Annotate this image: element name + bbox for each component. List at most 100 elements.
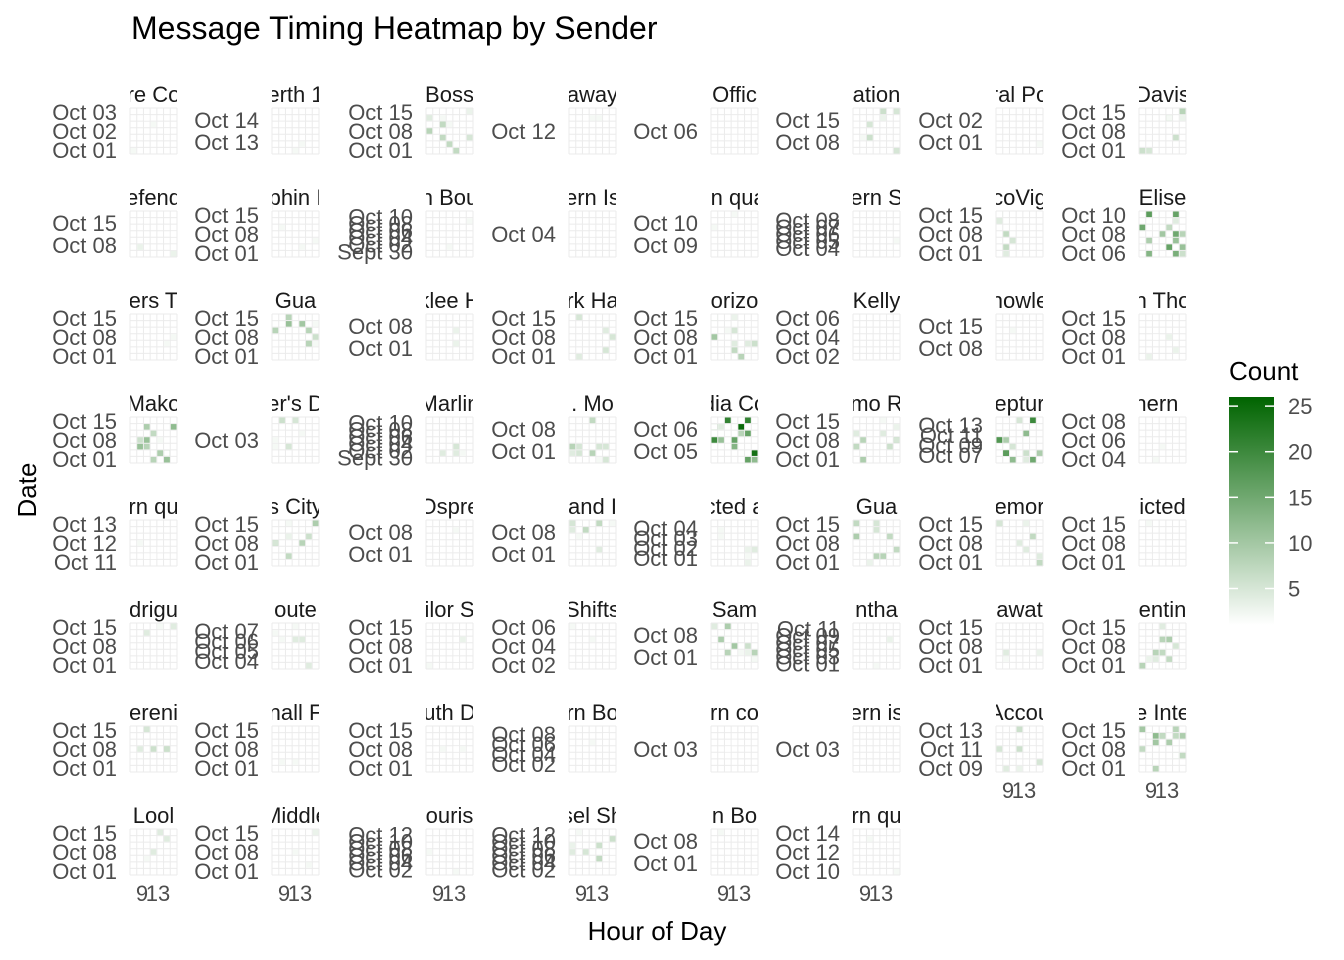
facet-strip-label: re Co	[127, 82, 181, 107]
heat-tile	[137, 437, 143, 443]
heat-tile	[466, 443, 473, 450]
y-tick-label: Oct 15	[52, 211, 117, 236]
heat-tile	[1036, 559, 1043, 566]
y-tick-label: Oct 01	[918, 241, 983, 266]
facet-strip-label: ouris	[426, 803, 474, 828]
heat-tile	[887, 842, 893, 849]
facet-strip-label: eptur	[994, 391, 1044, 416]
heat-tile	[880, 108, 887, 115]
heat-tile	[853, 520, 860, 527]
y-tick-label: Oct 08	[918, 222, 983, 247]
heat-tile	[596, 546, 603, 553]
facet-strip-label: uth D	[423, 700, 476, 725]
heat-tile	[137, 244, 143, 250]
heat-tile	[1003, 765, 1009, 772]
x-tick-label: 9	[432, 881, 444, 906]
heat-tile	[285, 321, 292, 327]
facet-strip-label: emor	[994, 494, 1044, 519]
y-tick-label: Oct 02	[918, 108, 983, 133]
heat-tile	[1036, 347, 1043, 353]
heat-tile	[1016, 417, 1023, 424]
heat-tile	[1139, 746, 1146, 752]
heat-tile	[1036, 759, 1043, 765]
heat-tile	[745, 456, 751, 463]
heat-tile	[466, 417, 473, 424]
y-tick-label: Oct 04	[194, 649, 259, 674]
y-tick-label: Oct 08	[1061, 325, 1126, 350]
heat-tile	[718, 636, 724, 643]
y-tick-label: Oct 11	[54, 550, 117, 575]
heat-tile	[164, 128, 170, 134]
heat-tile	[285, 443, 292, 450]
heat-tile	[1023, 520, 1030, 527]
heat-tile	[164, 340, 170, 347]
heat-tile	[582, 121, 589, 128]
heat-tile	[589, 115, 596, 121]
y-tick-label: Oct 08	[1061, 222, 1126, 247]
heat-tile	[1166, 656, 1173, 662]
heat-tile	[1003, 141, 1009, 147]
heat-tile	[460, 746, 466, 752]
heat-tile	[439, 134, 446, 141]
heat-tile	[157, 450, 164, 456]
facet-strip-label: nowle	[991, 288, 1048, 313]
heat-tile	[893, 546, 900, 553]
heat-tile	[157, 623, 164, 630]
y-tick-label: Oct 02	[491, 752, 556, 777]
heat-tile	[285, 417, 292, 424]
heat-tile	[860, 662, 866, 669]
heat-tile	[860, 437, 866, 443]
y-tick-label: Oct 01	[491, 439, 556, 464]
facet-strip-label: ral Po	[991, 82, 1048, 107]
heat-tile	[306, 842, 312, 849]
y-tick-label: Oct 15	[918, 314, 983, 339]
heat-tile	[860, 456, 866, 463]
facet-strip-label: Shifts	[565, 597, 620, 622]
heat-tile	[143, 630, 150, 636]
heat-tile	[1030, 636, 1036, 643]
y-tick-label: Oct 01	[52, 756, 117, 781]
y-tick-label: Oct 15	[194, 512, 259, 537]
y-tick-label: Oct 06	[348, 844, 413, 869]
heat-tile	[426, 630, 433, 636]
heat-tile	[130, 147, 137, 154]
heat-tile	[130, 752, 137, 759]
heat-tile	[866, 540, 873, 546]
heat-tile	[866, 836, 873, 842]
y-tick-label: Oct 15	[918, 512, 983, 537]
heat-tile	[893, 437, 900, 443]
facet-strip-label: and I	[568, 494, 617, 519]
x-tick-label: 9	[575, 881, 587, 906]
y-tick-label: Oct 15	[52, 718, 117, 743]
heat-tile	[589, 739, 596, 746]
x-tick-label: 13	[727, 881, 751, 906]
y-tick-label: Oct 15	[1061, 718, 1126, 743]
heat-tile	[880, 417, 887, 424]
heat-tile	[880, 553, 887, 559]
heat-tile	[893, 237, 900, 244]
y-tick-label: Oct 08	[348, 119, 413, 144]
heat-tile	[1166, 739, 1173, 746]
y-tick-label: Oct 15	[775, 409, 840, 434]
heat-tile	[285, 314, 292, 321]
legend-ticks: 5 10 15 20 25	[1229, 394, 1312, 602]
heat-tile	[751, 842, 758, 849]
y-tick-label: Oct 06	[491, 615, 556, 640]
y-tick-label: Oct 08	[52, 840, 117, 865]
heat-tile	[272, 443, 279, 450]
facet-panel: rn co Oct 03	[633, 700, 759, 773]
heat-tile	[887, 636, 893, 643]
heat-tile	[170, 334, 177, 340]
